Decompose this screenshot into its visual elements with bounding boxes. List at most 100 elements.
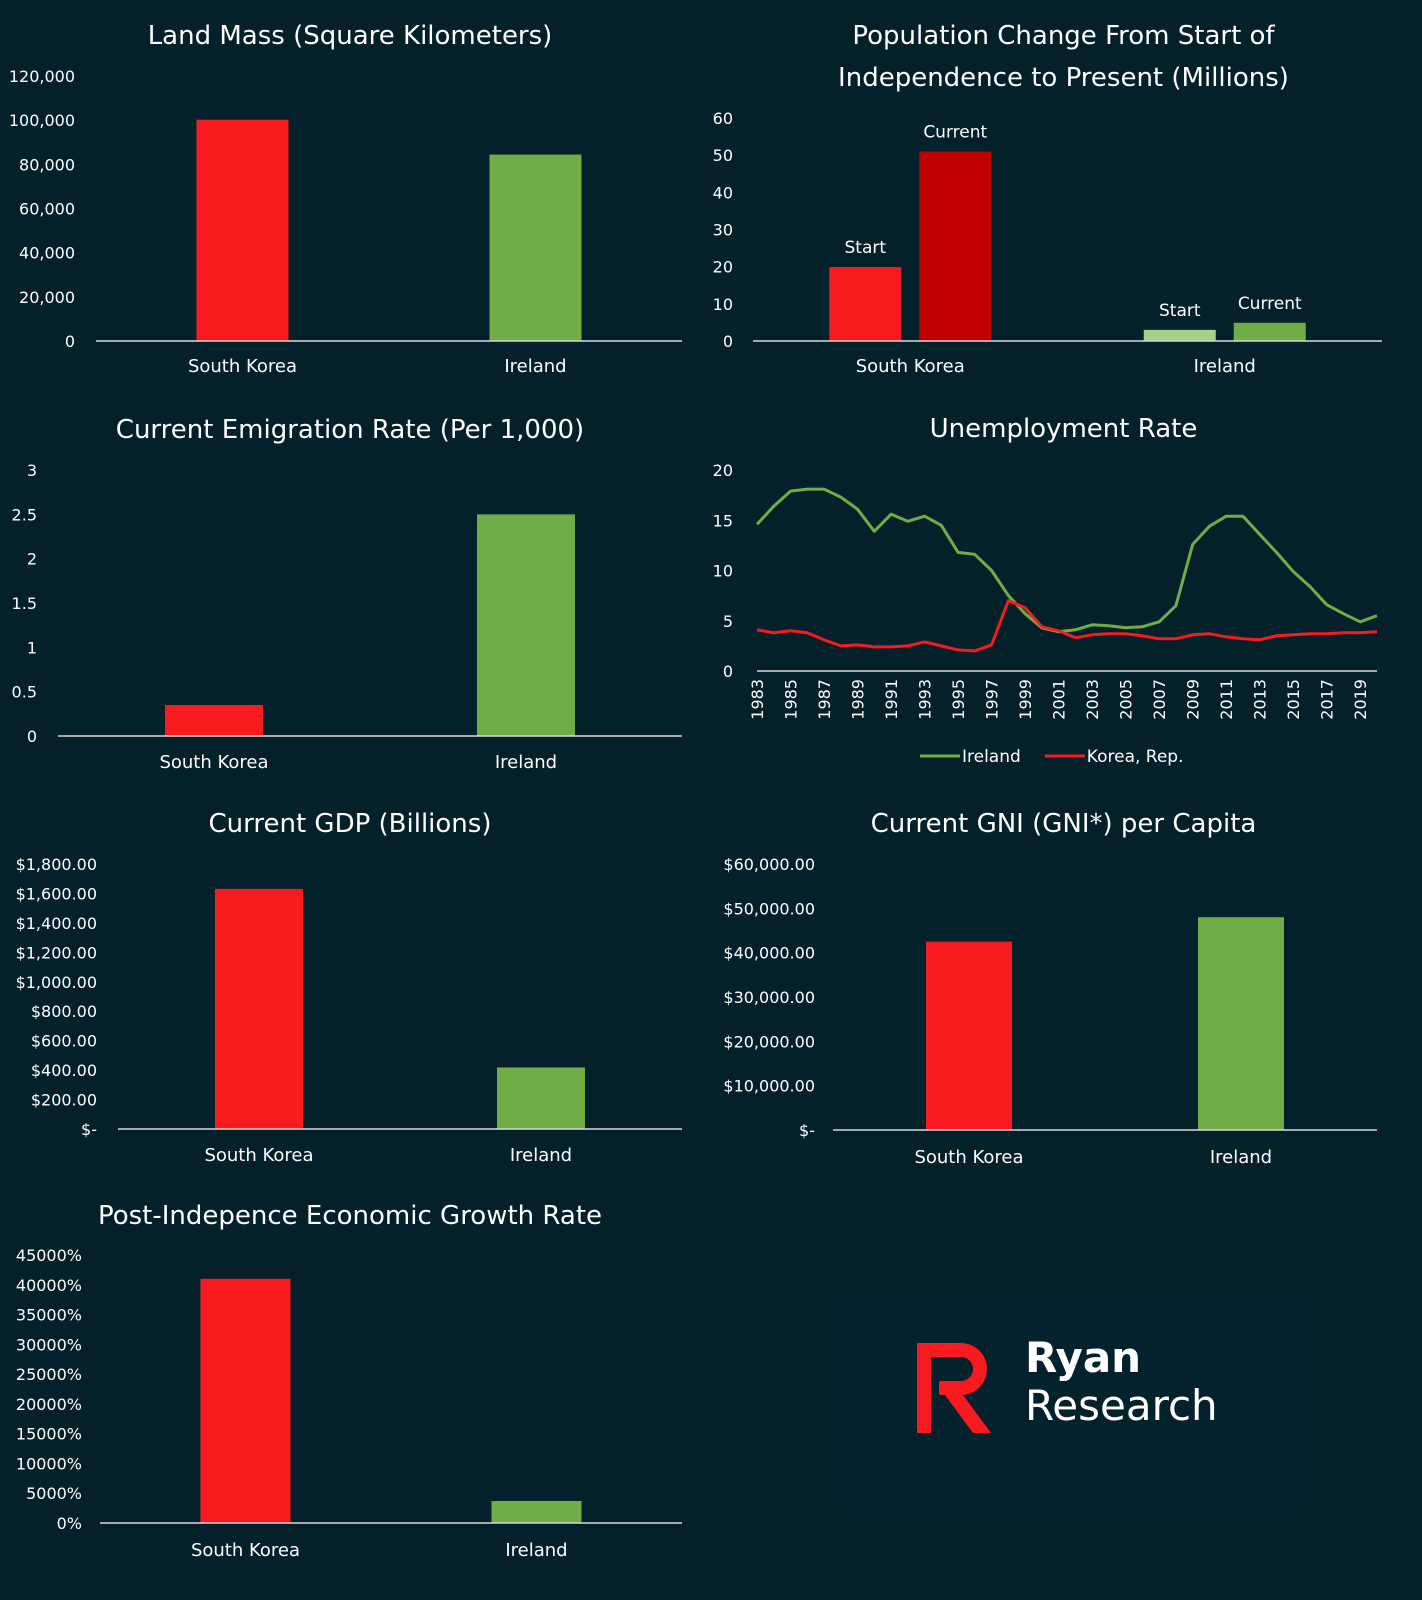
growth-chart-svg: Post-Indepence Economic Growth Rate 0% 500…: [16, 1201, 682, 1561]
y-tick-label: 40: [713, 183, 733, 202]
population-chart-svg: Population Change From Start of Independe…: [713, 21, 1382, 377]
y-tick-label: 0.5: [12, 683, 37, 702]
chart-land-mass: Land Mass (Square Kilometers) 0 20,000 40,0…: [0, 0, 700, 400]
category-label-ireland: Ireland: [1194, 356, 1256, 377]
x-tick-label: 1995: [949, 679, 968, 720]
x-tick-label: 1985: [782, 679, 801, 720]
series-line-korea-rep: [756, 599, 1378, 653]
bar-ireland: [1198, 917, 1284, 1130]
logo-text-research: Research: [1025, 1381, 1218, 1430]
chart-title-line: Independence to Present (Millions): [838, 63, 1289, 93]
x-tick-label: 1991: [882, 679, 901, 720]
y-tick-label: 20000%: [16, 1395, 82, 1414]
bar-south-korea: [215, 888, 303, 1129]
chart-gdp: Current GDP (Billions) $- $200.00 $400.00 $6…: [0, 800, 700, 1200]
emigration-chart-svg: Current Emigration Rate (Per 1,000) 0 0.5 1…: [12, 415, 682, 773]
y-tick-label: 20: [713, 461, 733, 480]
y-tick-label: 100,000: [9, 111, 75, 130]
chart-growth-rate: Post-Indepence Economic Growth Rate 0% 500…: [0, 1200, 700, 1600]
y-tick-label: 30000%: [16, 1335, 82, 1354]
y-tick-label: $1,400.00: [16, 914, 97, 933]
y-tick-label: 45000%: [16, 1246, 82, 1265]
y-tick-label: 0: [27, 727, 37, 746]
y-tick-label: $200.00: [31, 1091, 97, 1110]
y-tick-label: 40000%: [16, 1276, 82, 1295]
bar-south-korea: [196, 119, 289, 342]
chart-title-line: Post-Indepence Economic Growth Rate: [98, 1201, 602, 1231]
y-tick-label: 30: [713, 221, 733, 240]
x-tick-label: 2019: [1351, 679, 1370, 720]
r-logo-icon: [917, 1343, 991, 1433]
bar-south-korea: [926, 941, 1012, 1130]
bar-ireland: [489, 154, 582, 341]
chart-title-line: Current GNI (GNI*) per Capita: [871, 809, 1257, 839]
y-axis-ticks: 0 10 20 30 40 50 60: [713, 109, 733, 351]
y-tick-label: 80,000: [19, 155, 75, 174]
bars: [215, 888, 585, 1129]
y-tick-label: 20,000: [19, 288, 75, 307]
y-tick-label: 2.5: [12, 505, 37, 524]
y-tick-label: $1,200.00: [16, 943, 97, 962]
y-tick-label: 25000%: [16, 1365, 82, 1384]
y-tick-label: 15: [713, 511, 733, 530]
y-tick-label: $400.00: [31, 1061, 97, 1080]
y-tick-label: 5: [723, 612, 733, 631]
category-label-ireland: Ireland: [495, 752, 557, 773]
chart-title-line: Current Emigration Rate (Per 1,000): [116, 415, 584, 445]
land-mass-chart-svg: Land Mass (Square Kilometers) 0 20,000 40,0…: [9, 21, 682, 377]
y-tick-label: 20: [713, 258, 733, 277]
y-tick-label: $1,000.00: [16, 973, 97, 992]
x-tick-label: 2011: [1217, 679, 1236, 720]
y-tick-label: $800.00: [31, 1002, 97, 1021]
x-tick-label: 1983: [748, 679, 767, 720]
y-tick-label: 3: [27, 461, 37, 480]
bars: [829, 151, 1306, 341]
y-tick-label: 0: [723, 662, 733, 681]
x-tick-label: 2015: [1284, 679, 1303, 720]
y-tick-label: $40,000.00: [723, 944, 815, 963]
category-label-south-korea: South Korea: [159, 752, 268, 773]
y-axis-ticks: 0% 5000% 10000% 15000% 20000% 25000% 30000% 350…: [16, 1246, 82, 1533]
y-tick-label: 0%: [57, 1514, 82, 1533]
chart-title: Current GDP (Billions): [209, 809, 492, 839]
y-tick-label: $-: [81, 1120, 97, 1139]
bar-ireland: [477, 514, 575, 736]
y-axis-ticks: 0 5 10 15 20: [713, 461, 733, 681]
bars: [196, 119, 582, 342]
y-tick-label: $1,600.00: [16, 884, 97, 903]
y-tick-label: 120,000: [9, 67, 75, 86]
y-tick-label: 15000%: [16, 1425, 82, 1444]
data-label-south-korea-current: Current: [923, 122, 987, 142]
x-tick-label: 2009: [1184, 679, 1203, 720]
bar-ireland: [491, 1500, 582, 1523]
series-line-ireland: [755, 487, 1378, 634]
category-label-ireland: Ireland: [505, 1540, 567, 1561]
gdp-chart-svg: Current GDP (Billions) $- $200.00 $400.00 $6…: [16, 809, 682, 1166]
chart-title-line: Current GDP (Billions): [209, 809, 492, 839]
y-tick-label: $1,800.00: [16, 855, 97, 874]
y-tick-label: 1.5: [12, 594, 37, 613]
y-tick-label: 50: [713, 146, 733, 165]
y-tick-label: 0: [65, 332, 75, 351]
bar-ireland-start: [1143, 329, 1216, 341]
chart-title: Current Emigration Rate (Per 1,000): [116, 415, 584, 445]
series-lines: [755, 487, 1378, 653]
category-label-ireland: Ireland: [504, 356, 566, 377]
y-tick-label: 40,000: [19, 244, 75, 263]
y-tick-label: $-: [799, 1121, 815, 1140]
category-label-ireland: Ireland: [1210, 1147, 1272, 1168]
bar-ireland-current: [1233, 322, 1306, 341]
data-label-ireland-current: Current: [1238, 294, 1302, 314]
x-tick-label: 1997: [983, 679, 1002, 720]
y-axis-ticks: 0 0.5 1 1.5 2 2.5 3: [12, 461, 37, 746]
y-tick-label: 0: [723, 332, 733, 351]
gni-chart-svg: Current GNI (GNI*) per Capita $- $10,000.0…: [723, 809, 1377, 1168]
x-tick-label: 1989: [849, 679, 868, 720]
x-tick-label: 2001: [1050, 679, 1069, 720]
bars: [926, 917, 1284, 1130]
chart-title-line: Land Mass (Square Kilometers): [148, 21, 553, 51]
chart-title: Land Mass (Square Kilometers): [148, 21, 553, 51]
y-tick-label: 60,000: [19, 200, 75, 219]
y-tick-label: $30,000.00: [723, 988, 815, 1007]
